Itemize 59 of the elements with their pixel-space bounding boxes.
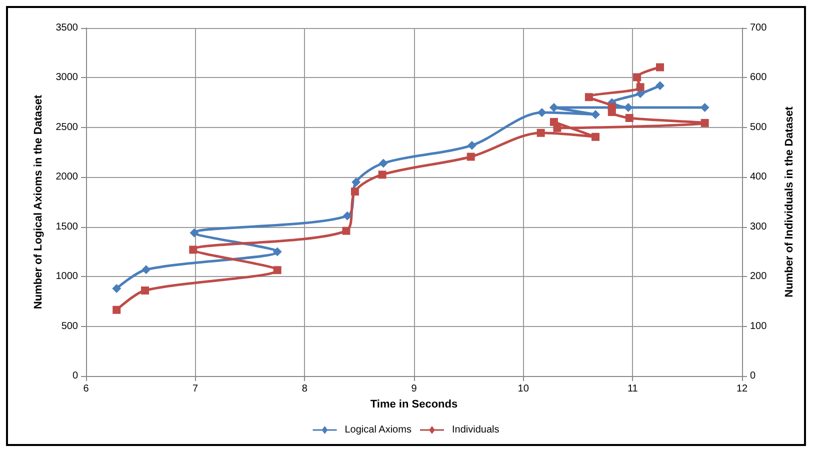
point [378,170,386,179]
point [591,132,600,141]
point [378,158,388,168]
y-tick-label: 2000 [56,172,78,183]
point [553,124,562,132]
y2-tick-label: 500 [750,122,768,133]
y2-tick-label: 300 [750,221,768,232]
point [656,63,664,72]
point [467,140,476,150]
x-tick-label: 10 [518,384,530,394]
point [608,103,616,112]
point [700,118,709,127]
point [624,103,633,112]
y2-tick-label: 600 [750,72,768,84]
point [342,211,352,220]
x-tick-label: 12 [736,384,748,394]
point [633,73,642,82]
point [189,246,198,254]
y-tick-label: 2500 [56,122,78,133]
y2-tick-label: 400 [750,172,768,183]
point [656,81,664,90]
y-axis-title: Number of Logical Axioms in the Dataset [32,94,44,310]
point [584,93,593,102]
x-tick-label: 7 [192,384,199,394]
point [350,188,359,196]
x-tick-label: 9 [411,384,418,394]
y-tick-label: 3000 [56,72,78,84]
point [112,284,122,294]
point [141,286,150,294]
point [190,228,199,238]
y2-tick-label: 200 [750,271,768,282]
point [272,247,282,256]
y-tick-label: 3500 [56,22,78,34]
point [273,266,282,274]
x-axis-title: Time in Seconds [370,398,458,410]
x-tick-label: 8 [302,384,308,394]
point [625,114,634,122]
y-tick-label: 1000 [56,271,78,282]
point [142,265,151,274]
y2-tick-label: 100 [750,320,768,332]
legend-label: Individuals [452,424,500,436]
point [466,152,475,161]
x-tick-label: 11 [627,384,638,394]
point [112,306,121,314]
y-tick-label: 500 [61,320,78,332]
y-tick-label: 1500 [56,221,78,232]
y2-tick-label: 0 [750,370,756,382]
x-tick-label: 6 [83,384,90,394]
point [700,103,710,112]
y2-axis-title: Number of Individuals in the Dataset [784,106,796,298]
point [549,103,558,112]
point [342,226,350,235]
point [536,128,545,137]
point [537,108,546,118]
point [352,178,361,187]
legend-label: Logical Axioms [344,424,412,436]
point [636,83,644,92]
y-tick-label: 0 [72,370,78,382]
y2-tick-label: 700 [750,22,768,34]
